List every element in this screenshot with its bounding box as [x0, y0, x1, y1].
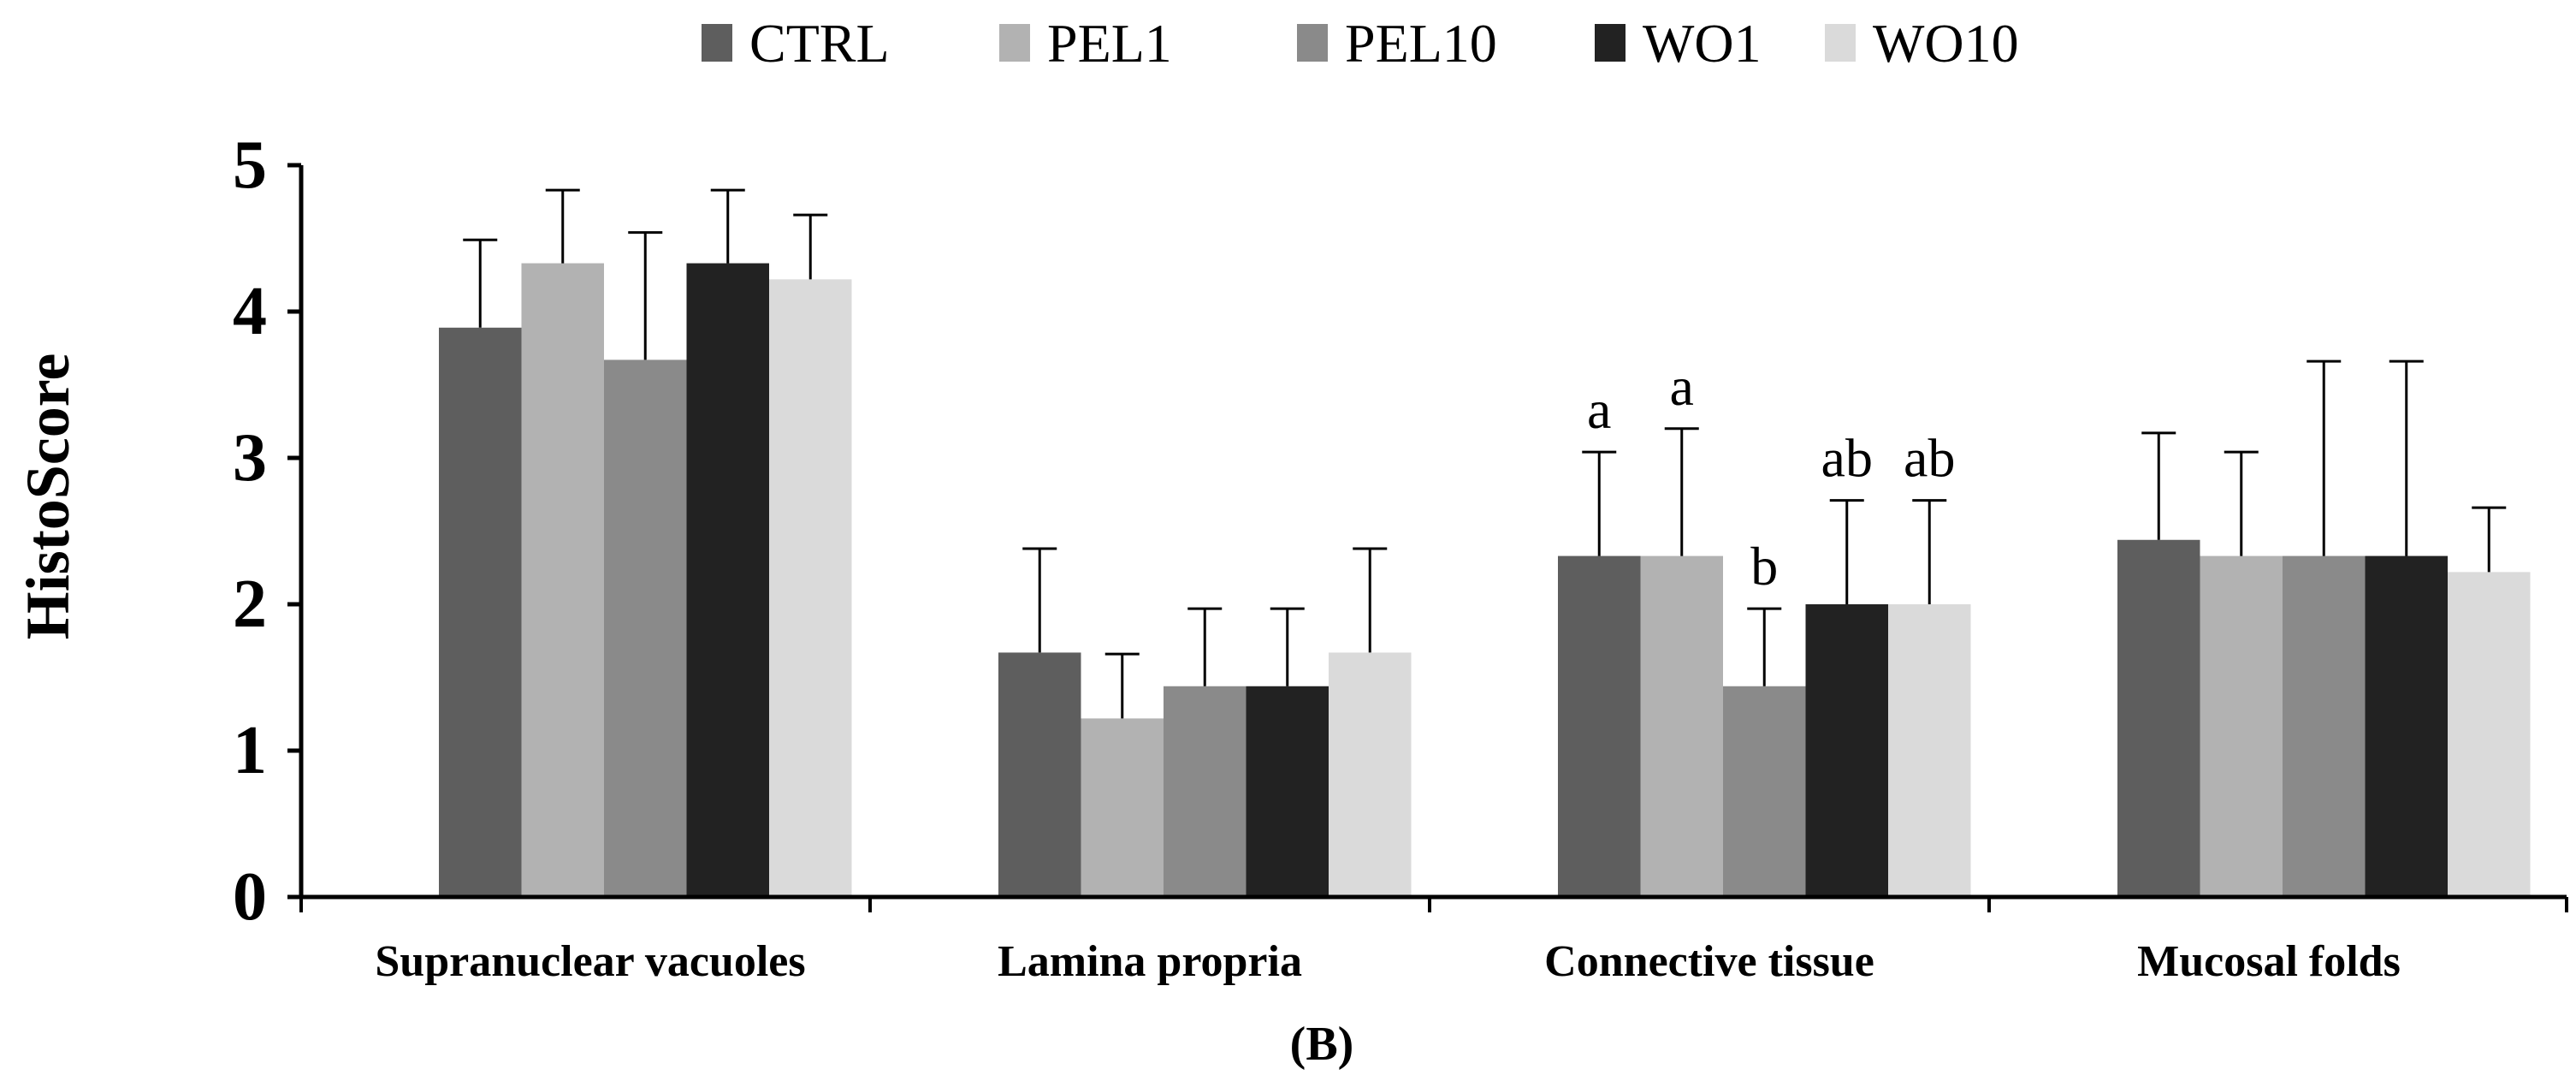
y-tick-label: 3 — [233, 420, 267, 496]
significance-label: ab — [1904, 428, 1955, 489]
bar-pel1-3 — [1640, 555, 1723, 897]
bar-wo10-2 — [1329, 652, 1412, 897]
bar-wo1-3 — [1805, 604, 1888, 897]
bar-pel10-4 — [2283, 555, 2366, 897]
bar-wo10-1 — [769, 279, 852, 897]
legend-label-wo10: WO10 — [1873, 13, 2019, 74]
bar-pel1-2 — [1081, 718, 1164, 897]
bar-ctrl-3 — [1558, 555, 1641, 897]
y-tick-label: 0 — [233, 859, 267, 935]
y-tick-label: 4 — [233, 274, 267, 349]
legend-swatch-pel1 — [999, 24, 1030, 62]
x-tick-label: Lamina propria — [998, 937, 1302, 986]
legend-swatch-wo1 — [1595, 24, 1626, 62]
y-axis-ticks: 0 1 2 3 4 5 — [233, 128, 301, 935]
y-tick-label: 1 — [233, 713, 267, 788]
x-axis-ticks: Supranuclear vacuoles Lamina propria Conne… — [299, 897, 2568, 986]
x-tick-label: Mucosal folds — [2137, 937, 2401, 986]
error-bars — [463, 188, 2507, 719]
legend-swatch-ctrl — [702, 24, 732, 62]
legend-swatch-wo10 — [1825, 24, 1856, 62]
bar-wo1-4 — [2365, 555, 2448, 897]
legend: CTRL PEL1 PEL10 WO1 WO10 — [702, 13, 2019, 74]
legend-label-pel1: PEL1 — [1047, 13, 1172, 74]
bar-wo10-3 — [1888, 604, 1971, 897]
legend-label-pel10: PEL10 — [1345, 13, 1497, 74]
x-tick-label: Supranuclear vacuoles — [375, 937, 805, 986]
legend-label-wo1: WO1 — [1643, 13, 1762, 74]
significance-label: a — [1670, 356, 1694, 417]
bar-pel10-3 — [1723, 686, 1806, 897]
bars — [439, 263, 2531, 897]
significance-label: a — [1587, 379, 1611, 440]
bar-pel1-4 — [2200, 555, 2283, 897]
bar-wo10-4 — [2448, 572, 2531, 897]
bar-ctrl-2 — [998, 652, 1081, 897]
bar-ctrl-1 — [439, 327, 522, 897]
bar-pel1-1 — [521, 263, 604, 897]
bar-pel10-1 — [604, 359, 687, 897]
bar-wo1-1 — [686, 263, 769, 897]
bar-ctrl-4 — [2117, 539, 2200, 897]
y-axis-label: HistoScore — [14, 353, 82, 640]
y-tick-label: 2 — [233, 567, 267, 642]
panel-label: (B) — [1290, 1018, 1354, 1071]
legend-swatch-pel10 — [1297, 24, 1328, 62]
legend-label-ctrl: CTRL — [749, 13, 890, 74]
y-tick-label: 5 — [233, 128, 267, 203]
x-tick-label: Connective tissue — [1544, 937, 1874, 986]
significance-label: b — [1750, 536, 1778, 597]
bar-pel10-2 — [1164, 686, 1247, 897]
bar-wo1-2 — [1246, 686, 1329, 897]
significance-label: ab — [1821, 428, 1873, 489]
